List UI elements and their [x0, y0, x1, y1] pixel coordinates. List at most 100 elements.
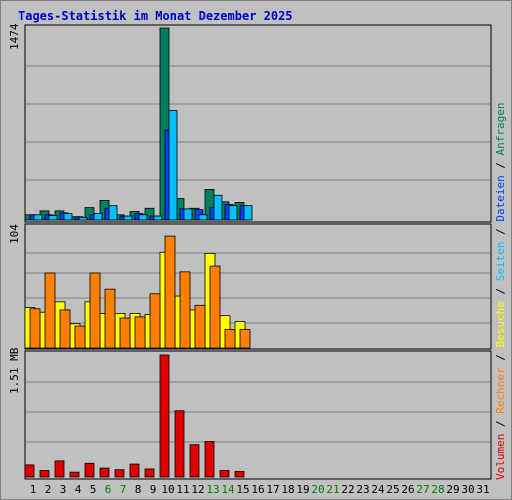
- legend-rechner: Rechner: [494, 367, 507, 414]
- bar-volumen-day-5: [84, 462, 95, 478]
- x-tick-label-day-28: 28: [431, 483, 444, 496]
- legend-volumen: Volumen: [494, 434, 507, 480]
- bar-seiten-day-8: [138, 214, 148, 221]
- y-max-label-volumen: 1.51 MB: [8, 347, 21, 394]
- bars: [24, 27, 253, 478]
- bar-rechner-day-3: [59, 309, 71, 349]
- legend-dateien: Dateien: [494, 175, 507, 221]
- x-tick-label-day-14: 14: [221, 483, 235, 496]
- legend-separator: /: [494, 281, 507, 301]
- bar-seiten-day-6: [108, 205, 118, 221]
- x-tick-label-day-30: 30: [461, 483, 474, 496]
- x-tick-label-day-31: 31: [476, 483, 489, 496]
- x-tick-label-day-3: 3: [60, 483, 67, 496]
- bar-rechner-day-4: [74, 325, 86, 349]
- bar-seiten-day-2: [48, 215, 58, 221]
- bar-volumen-day-11: [174, 410, 185, 478]
- bar-rechner-day-6: [104, 288, 116, 349]
- x-tick-label-day-19: 19: [296, 483, 309, 496]
- bar-seiten-day-10: [168, 110, 178, 221]
- x-tick-label-day-5: 5: [90, 483, 97, 496]
- bar-seiten-day-13: [213, 194, 223, 221]
- bar-volumen-day-6: [99, 467, 110, 478]
- legend-seiten: Seiten: [494, 242, 507, 282]
- chart-title: Tages-Statistik im Monat Dezember 2025: [18, 9, 293, 23]
- bar-volumen-day-9: [144, 468, 155, 478]
- bar-volumen-day-8: [129, 463, 140, 478]
- legend-anfragen: Anfragen: [494, 102, 507, 155]
- bar-seiten-day-11: [183, 208, 193, 221]
- bar-volumen-day-14: [219, 470, 230, 478]
- legend-separator: /: [494, 348, 507, 368]
- x-tick-label-day-18: 18: [281, 483, 294, 496]
- y-max-label-anfragen: 1474: [8, 23, 21, 50]
- bar-rechner-day-11: [179, 271, 191, 349]
- bar-rechner-day-13: [209, 265, 221, 349]
- x-tick-label-day-25: 25: [386, 483, 399, 496]
- legend-separator: /: [494, 222, 507, 242]
- bar-volumen-day-15: [234, 470, 245, 478]
- x-tick-label-day-13: 13: [206, 483, 219, 496]
- bar-volumen-day-1: [24, 464, 35, 478]
- bar-volumen-day-3: [54, 460, 65, 478]
- x-tick-label-day-24: 24: [371, 483, 385, 496]
- bar-seiten-day-1: [33, 214, 43, 221]
- bar-seiten-day-12: [198, 214, 208, 221]
- y-max-label-besuche: 104: [8, 224, 21, 244]
- x-tick-label-day-29: 29: [446, 483, 459, 496]
- x-tick-label-day-15: 15: [236, 483, 249, 496]
- bar-rechner-day-8: [134, 316, 146, 349]
- bar-rechner-day-7: [119, 317, 131, 349]
- bar-seiten-day-9: [153, 215, 163, 221]
- bar-rechner-day-1: [29, 308, 41, 349]
- legend-besuche: Besuche: [494, 301, 507, 347]
- x-axis-day-labels: 1 2 3 4 5 6 7 8 9 10 11 12 13 14 15 16 17 18 19 20 21 22 23 24 2…: [30, 483, 490, 496]
- x-tick-label-day-9: 9: [150, 483, 157, 496]
- x-tick-label-day-26: 26: [401, 483, 414, 496]
- x-tick-label-day-20: 20: [311, 483, 324, 496]
- bar-rechner-day-12: [194, 304, 206, 349]
- bar-volumen-day-2: [39, 470, 50, 478]
- panel-volumen-frame: [24, 350, 492, 480]
- bar-seiten-day-14: [228, 205, 238, 221]
- x-tick-label-day-11: 11: [176, 483, 189, 496]
- panel-besuche-frame: [24, 223, 492, 350]
- x-tick-label-day-22: 22: [341, 483, 354, 496]
- x-tick-label-day-21: 21: [326, 483, 339, 496]
- bar-rechner-day-2: [44, 272, 56, 349]
- legend-separator: /: [494, 414, 507, 434]
- x-tick-label-day-10: 10: [161, 483, 174, 496]
- bar-seiten-day-15: [243, 205, 253, 221]
- x-tick-label-day-12: 12: [191, 483, 204, 496]
- bar-rechner-day-14: [224, 329, 236, 349]
- x-tick-label-day-7: 7: [120, 483, 127, 496]
- bar-volumen-day-10: [159, 354, 170, 478]
- x-tick-label-day-23: 23: [356, 483, 369, 496]
- x-tick-label-day-17: 17: [266, 483, 279, 496]
- bar-volumen-day-4: [69, 471, 80, 478]
- x-tick-label-day-6: 6: [105, 483, 112, 496]
- panel-anfragen-frame: [24, 24, 492, 223]
- bar-volumen-day-13: [204, 441, 215, 478]
- bar-anfragen-day-9: [144, 207, 155, 221]
- bar-seiten-day-3: [63, 213, 73, 221]
- x-tick-label-day-8: 8: [135, 483, 142, 496]
- legend-separator: /: [494, 155, 507, 175]
- x-tick-label-day-27: 27: [416, 483, 429, 496]
- x-tick-label-day-4: 4: [75, 483, 82, 496]
- bar-seiten-day-7: [123, 215, 133, 221]
- x-tick-label-day-2: 2: [45, 483, 52, 496]
- bar-seiten-day-5: [93, 213, 103, 221]
- bar-volumen-day-12: [189, 444, 200, 478]
- bar-rechner-day-10: [164, 235, 176, 349]
- x-tick-label-day-16: 16: [251, 483, 264, 496]
- x-tick-label-day-1: 1: [30, 483, 37, 496]
- bar-seiten-day-4: [78, 216, 88, 221]
- bar-rechner-day-5: [89, 272, 101, 349]
- legend: Volumen / Rechner / Besuche / Seiten / D…: [494, 102, 507, 480]
- bar-volumen-day-7: [114, 469, 125, 478]
- bar-rechner-day-15: [239, 329, 251, 349]
